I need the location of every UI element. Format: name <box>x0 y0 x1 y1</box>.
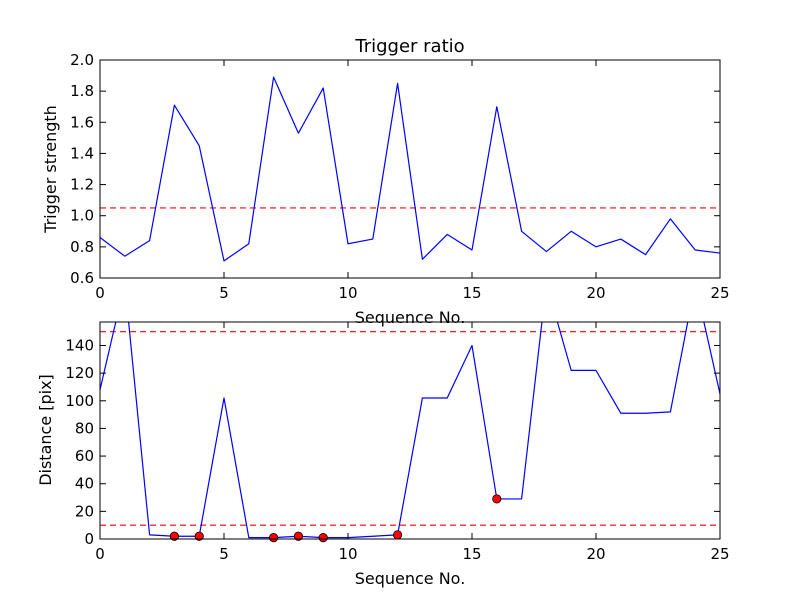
data-point-marker <box>492 494 502 504</box>
x-tick-label: 15 <box>462 284 481 302</box>
y-tick-label: 120 <box>65 364 94 382</box>
x-axis-label: Sequence No. <box>355 308 466 327</box>
x-tick-label: 5 <box>219 284 229 302</box>
y-axis-label: Trigger strength <box>41 105 60 234</box>
y-tick-label: 0.6 <box>70 269 94 287</box>
x-tick-label: 0 <box>95 545 105 563</box>
x-tick-label: 5 <box>219 545 229 563</box>
x-tick-label: 20 <box>586 284 605 302</box>
x-tick-label: 10 <box>338 284 357 302</box>
y-tick-label: 0 <box>84 530 94 548</box>
y-tick-label: 20 <box>75 502 94 520</box>
chart-title: Trigger ratio <box>354 36 464 57</box>
y-tick-label: 1.0 <box>70 207 94 225</box>
series-line <box>100 322 720 539</box>
x-tick-label: 25 <box>710 284 729 302</box>
data-point-marker <box>293 531 303 541</box>
x-tick-label: 25 <box>710 545 729 563</box>
x-axis-label: Sequence No. <box>355 569 466 588</box>
x-tick-label: 20 <box>586 545 605 563</box>
y-tick-label: 40 <box>75 475 94 493</box>
series-line <box>100 76 720 262</box>
y-tick-label: 100 <box>65 392 94 410</box>
data-point-marker <box>268 533 279 543</box>
x-tick-label: 15 <box>462 545 481 563</box>
y-tick-label: 60 <box>75 447 94 465</box>
plot-frame <box>99 321 721 540</box>
y-tick-label: 0.8 <box>70 238 94 256</box>
y-tick-label: 1.2 <box>70 176 94 194</box>
y-tick-label: 1.4 <box>70 144 94 162</box>
data-point-marker <box>318 533 328 543</box>
x-tick-label: 0 <box>95 284 105 302</box>
y-tick-label: 1.8 <box>70 82 94 100</box>
y-tick-label: 2.0 <box>70 51 94 69</box>
trigger-ratio-chart: Trigger ratio 0 5 10 15 20 25 0.6 0.8 1.0 1.2 1.4… <box>41 36 730 327</box>
data-point-marker <box>194 531 204 541</box>
y-tick-label: 140 <box>65 336 94 354</box>
y-tick-label: 80 <box>75 419 94 437</box>
data-point-marker <box>392 530 403 540</box>
y-axis-label: Distance [pix] <box>36 374 55 486</box>
plot-frame <box>99 59 721 279</box>
data-point-marker <box>169 531 179 541</box>
x-tick-label: 10 <box>338 545 357 563</box>
y-tick-label: 1.6 <box>70 113 94 131</box>
distance-chart: 0 5 10 15 20 25 0 20 40 60 80 100 120 140 Sequence N… <box>36 321 730 588</box>
